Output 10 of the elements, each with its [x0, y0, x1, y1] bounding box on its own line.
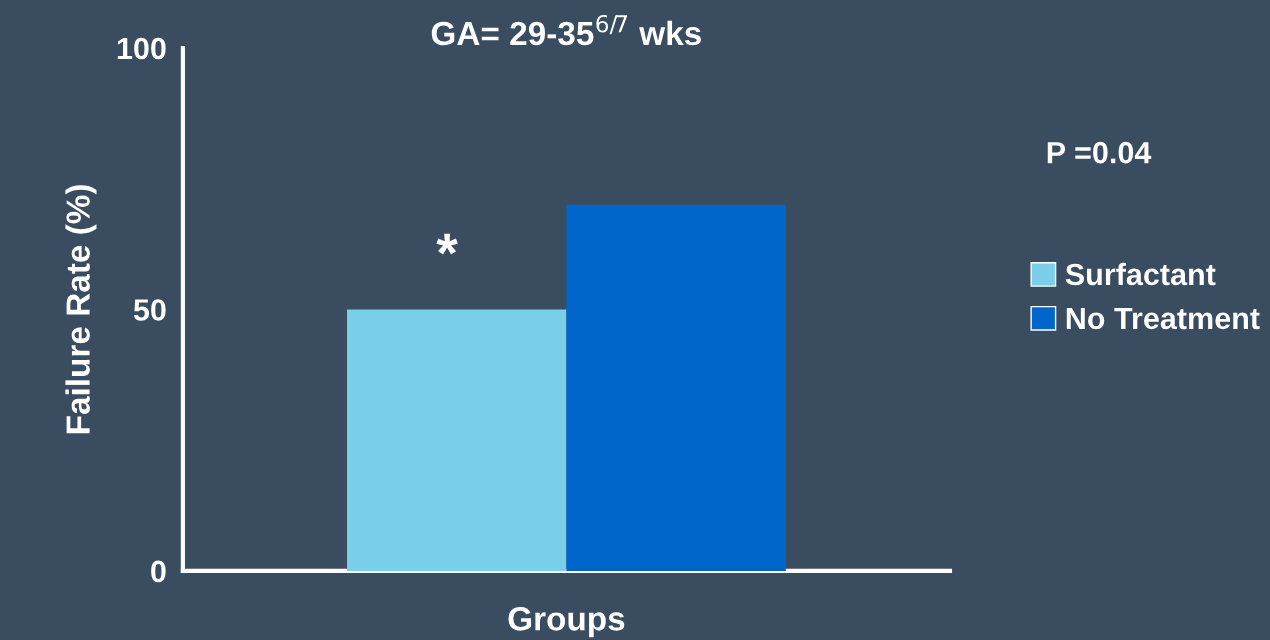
legend-label: No Treatment — [1066, 307, 1260, 330]
text: P =0.04 — [1047, 141, 1152, 164]
y-tick-label: 50 — [133, 299, 166, 321]
chart-title: GA= 29-35$^{6/7}$ wks — [431, 14, 701, 46]
x-axis-title: Groups — [508, 607, 625, 638]
annotation: * — [436, 233, 458, 255]
y-tick-label: 0 — [151, 560, 166, 583]
legend-label: Surfactant — [1065, 262, 1216, 286]
y-tick-label: 100 — [117, 37, 166, 60]
y-axis-title: Failure Rate (%) — [65, 185, 97, 434]
